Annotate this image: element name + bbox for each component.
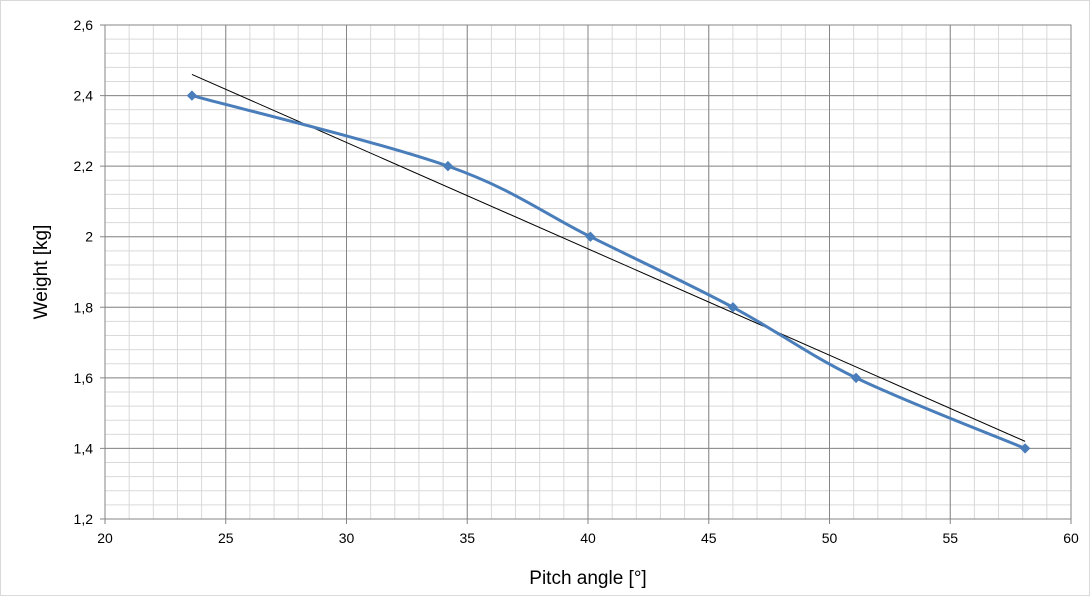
- plot-area-border: [104, 24, 1072, 520]
- y-tick-label: 1,6: [74, 370, 94, 386]
- y-tick-label: 1,4: [74, 440, 94, 456]
- data-point-marker: [585, 231, 596, 242]
- y-axis-title: Weight [kg]: [31, 225, 52, 320]
- x-tick-label: 20: [97, 530, 113, 546]
- y-tick-label: 2: [85, 229, 93, 245]
- x-tick-labels: 20 25 30 35 40 45 50 55 60: [97, 530, 1079, 546]
- y-tick-label: 2,2: [74, 158, 94, 174]
- x-tick-label: 45: [701, 530, 717, 546]
- y-tick-labels: 1,2 1,4 1,6 1,8 2 2,2 2,4 2,6: [74, 17, 94, 527]
- data-point-marker: [186, 90, 198, 101]
- data-point-marker: [727, 302, 739, 313]
- x-tick-label: 55: [942, 530, 958, 546]
- y-tick-label: 1,2: [74, 511, 94, 527]
- x-tick-label: 35: [459, 530, 475, 546]
- data-point-marker: [850, 372, 862, 384]
- x-axis-title: Pitch angle [°]: [529, 568, 646, 589]
- x-tick-label: 30: [339, 530, 355, 546]
- y-tick-label: 1,8: [74, 299, 94, 315]
- x-tick-label: 50: [822, 530, 838, 546]
- series-group: [186, 90, 1031, 454]
- x-tick-label: 25: [218, 530, 234, 546]
- data-point-marker: [1019, 443, 1031, 454]
- trendline-group: [191, 73, 1026, 442]
- data-point-marker: [442, 160, 454, 172]
- trendline: [191, 73, 1026, 442]
- x-tick-label: 60: [1063, 530, 1079, 546]
- y-tick-label: 2,6: [74, 17, 94, 33]
- major-gridlines: [100, 24, 1072, 524]
- x-tick-label: 40: [580, 530, 596, 546]
- y-tick-label: 2,4: [74, 88, 94, 104]
- series-line: [190, 94, 1027, 450]
